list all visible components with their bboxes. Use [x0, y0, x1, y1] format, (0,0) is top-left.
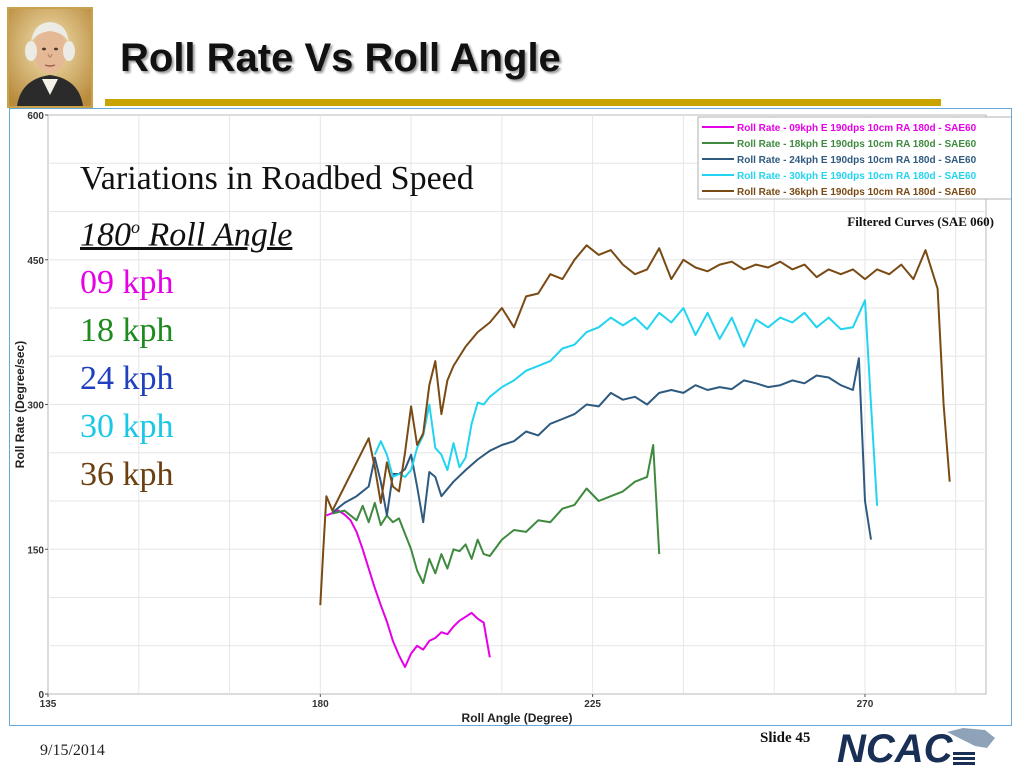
y-tick-label: 300 [27, 401, 44, 412]
logo-stripe-2 [953, 757, 975, 760]
slide-number: Slide 45 [760, 730, 811, 746]
series-line-5 [319, 244, 951, 606]
speed-label-09: 09 kph [80, 264, 174, 302]
x-tick-label: 225 [584, 699, 601, 710]
logo-map-shape [947, 728, 995, 748]
x-tick-label: 180 [312, 699, 329, 710]
chart-frame: 0 150 300 450 600 135 180 225 270 Roll Angle (Deg… [9, 108, 1012, 726]
caption-roll-angle: 180o Roll Angle [80, 203, 474, 259]
logo-wordmark: NCAC [837, 727, 954, 768]
roll-angle-label: Roll Angle [140, 216, 293, 254]
legend-label-2: Roll Rate - 18kph E 190dps 10cm RA 180d … [737, 139, 977, 150]
caption-heading: Variations in Roadbed Speed [80, 160, 474, 197]
series-line-2 [332, 444, 661, 584]
legend-label-4: Roll Rate - 30kph E 190dps 10cm RA 180d … [737, 171, 977, 182]
y-tick-label: 600 [27, 111, 44, 122]
series-line-4 [373, 299, 879, 506]
y-axis-title: Roll Rate (Degree/sec) [13, 341, 27, 468]
slide-date: 9/15/2014 [40, 742, 105, 759]
x-axis-title: Roll Angle (Degree) [462, 711, 573, 725]
y-tick-label: 0 [38, 690, 44, 701]
roll-angle-value: 180 [80, 216, 131, 254]
roll-angle-degree-mark: o [131, 217, 140, 237]
caption-block: Variations in Roadbed Speed 180o Roll An… [80, 155, 474, 499]
series-line-1 [326, 509, 491, 668]
speed-label-36: 36 kph [80, 456, 174, 494]
portrait-illustration [9, 9, 91, 106]
y-tick-label: 150 [27, 545, 44, 556]
speed-label-24: 24 kph [80, 360, 174, 398]
legend-label-1: Roll Rate - 09kph E 190dps 10cm RA 180d … [737, 123, 977, 134]
legend-box [697, 116, 1011, 200]
legend-label-5: Roll Rate - 36kph E 190dps 10cm RA 180d … [737, 187, 977, 198]
speed-label-30: 30 kph [80, 408, 174, 446]
logo-stripe-1 [953, 752, 975, 755]
logo-stripe-3 [953, 762, 975, 765]
portrait-image [7, 7, 93, 108]
slide-title: Roll Rate Vs Roll Angle [120, 36, 561, 80]
title-underline [105, 99, 941, 106]
speed-label-18: 18 kph [80, 312, 174, 350]
chart-annotation: Filtered Curves (SAE 060) [847, 214, 994, 229]
legend-label-3: Roll Rate - 24kph E 190dps 10cm RA 180d … [737, 155, 977, 166]
roll-rate-chart: 0 150 300 450 600 135 180 225 270 Roll Angle (Deg… [13, 111, 1011, 725]
x-tick-label: 135 [40, 699, 57, 710]
ncac-logo: NCAC [837, 727, 995, 768]
x-tick-label: 270 [857, 699, 874, 710]
y-tick-label: 450 [27, 256, 44, 267]
